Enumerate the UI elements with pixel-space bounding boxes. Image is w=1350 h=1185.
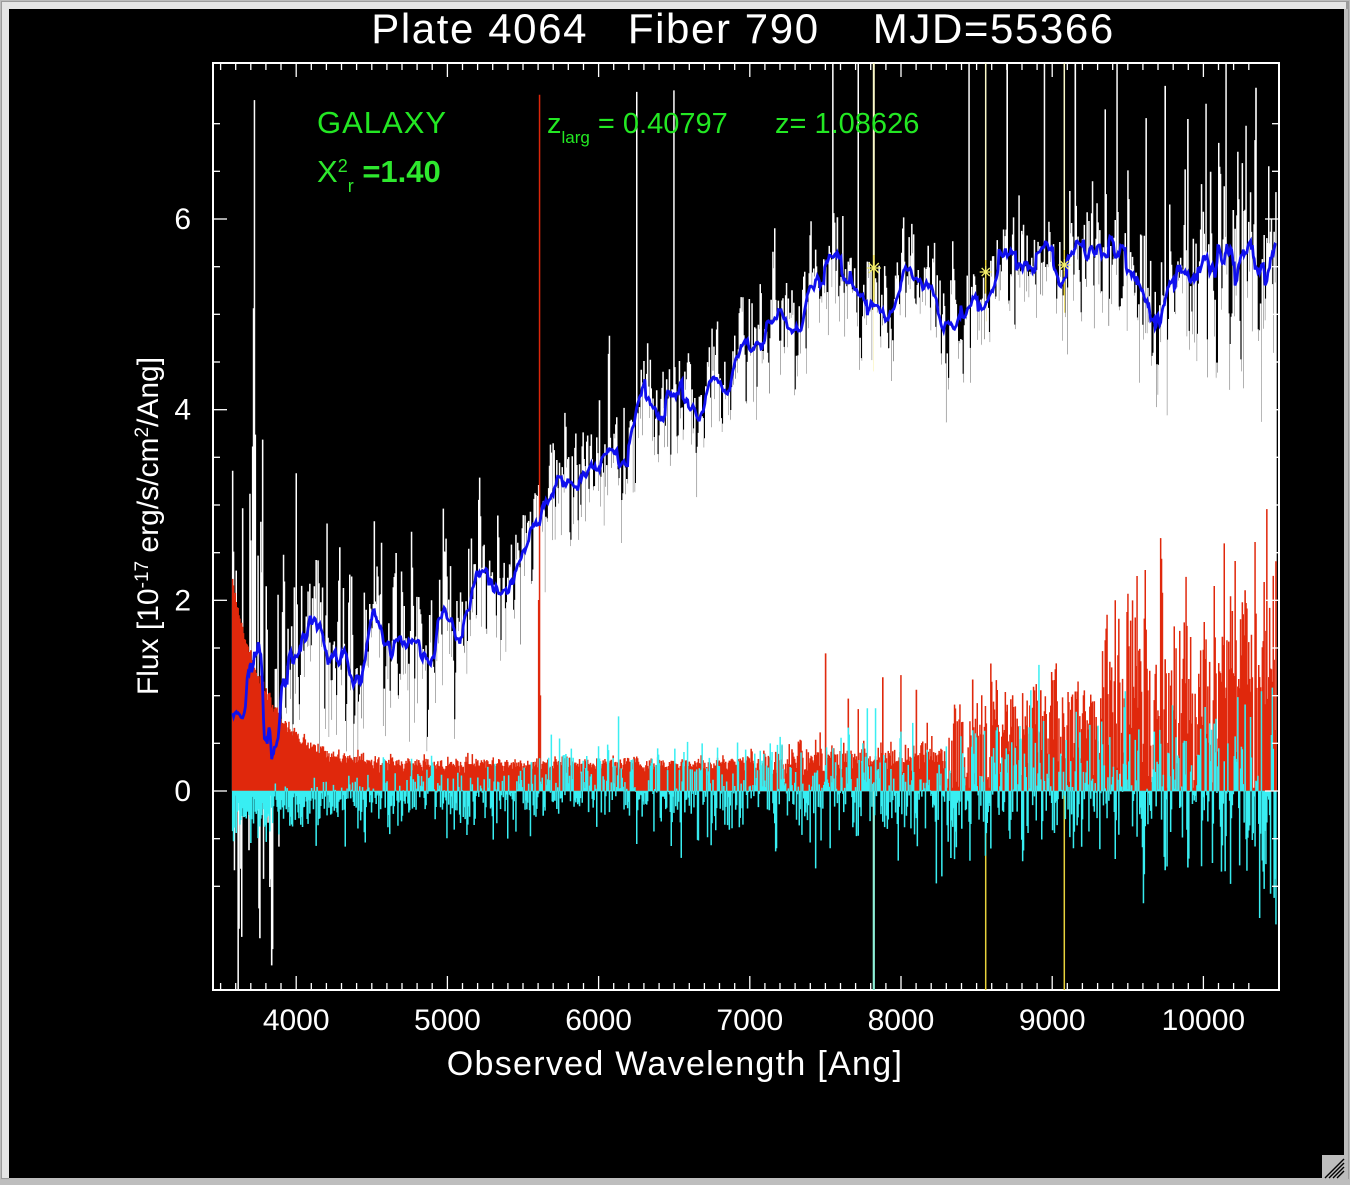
svg-text:Observed Wavelength [Ang]: Observed Wavelength [Ang] (447, 1045, 903, 1083)
svg-text:6000: 6000 (565, 1004, 632, 1037)
svg-text:4: 4 (174, 394, 191, 427)
svg-text:7000: 7000 (716, 1004, 783, 1037)
svg-text:GALAXY: GALAXY (317, 105, 447, 140)
svg-text:z= 1.08626: z= 1.08626 (775, 108, 919, 140)
svg-text:5000: 5000 (414, 1004, 481, 1037)
svg-text:Plate 4064 Fiber 790 MJD: Plate 4064 Fiber 790 MJD=55366 (371, 5, 1115, 52)
svg-text:9000: 9000 (1019, 1004, 1086, 1037)
svg-text:6: 6 (174, 203, 191, 236)
svg-text:0: 0 (174, 775, 191, 808)
svg-text:Flux [10-17 erg/s/cm2/Ang]: Flux [10-17 erg/s/cm2/Ang] (132, 357, 166, 695)
svg-text:4000: 4000 (263, 1004, 330, 1037)
svg-text:10000: 10000 (1162, 1004, 1245, 1037)
svg-text:8000: 8000 (868, 1004, 935, 1037)
svg-text:2: 2 (174, 584, 191, 617)
